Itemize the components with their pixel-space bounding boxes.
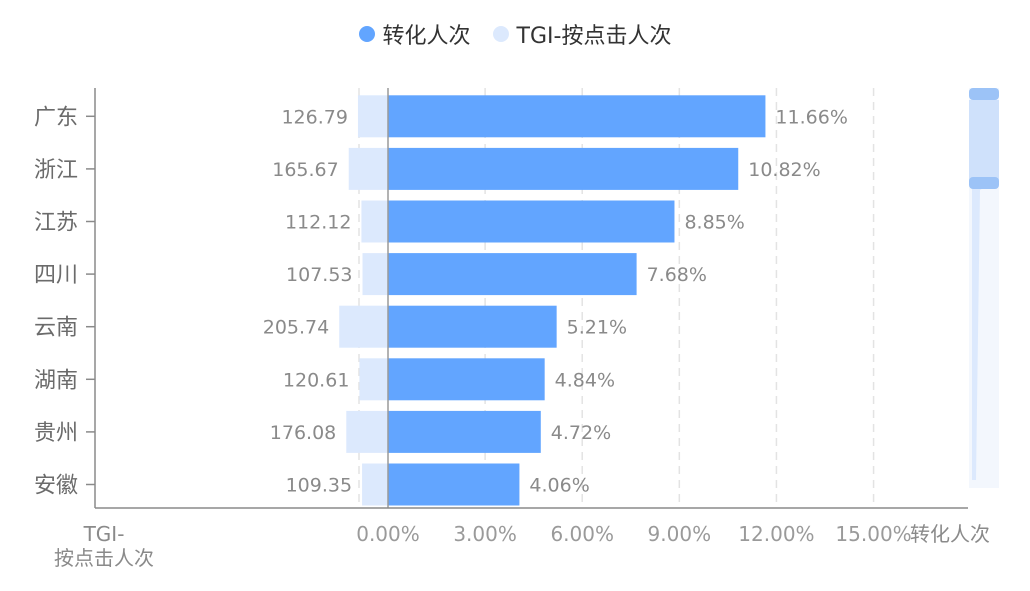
- category-label: 云南: [34, 316, 78, 341]
- category-label: 四川: [34, 263, 78, 288]
- category-label: 江苏: [34, 211, 78, 236]
- tgi-bar: [357, 95, 388, 138]
- tgi-data-label: 120.61: [283, 369, 349, 391]
- tgi-data-label: 107.53: [286, 264, 352, 286]
- conversion-data-label: 10.82%: [748, 159, 820, 181]
- conversion-data-label: 11.66%: [775, 106, 847, 128]
- legend-item-0[interactable]: 转化人次: [358, 18, 471, 50]
- x-tick-label: 9.00%: [648, 522, 712, 546]
- scrollbar-handle-bottom[interactable]: [969, 177, 999, 189]
- x2-axis-name-line2: 按点击人次: [54, 546, 154, 570]
- tgi-bar: [361, 200, 388, 243]
- conversion-bar: [388, 95, 766, 138]
- conversion-bar: [388, 147, 739, 190]
- category-label: 浙江: [34, 158, 78, 183]
- scrollbar-thumb[interactable]: [969, 100, 999, 182]
- conversion-data-label: 4.84%: [555, 369, 615, 391]
- category-label: 广东: [34, 105, 78, 130]
- conversion-data-label: 4.72%: [551, 422, 611, 444]
- tgi-bar: [339, 305, 388, 348]
- legend-item-1[interactable]: TGI-按点击人次: [492, 18, 672, 50]
- tgi-bar: [348, 147, 388, 190]
- legend-dot-icon: [358, 26, 375, 42]
- conversion-bar: [388, 305, 557, 348]
- chart-legend: 转化人次 TGI-按点击人次: [0, 16, 1030, 52]
- conversion-data-label: 5.21%: [567, 317, 627, 339]
- category-label: 安徽: [34, 474, 78, 499]
- tgi-bar: [362, 463, 388, 506]
- conversion-data-label: 7.68%: [647, 264, 707, 286]
- legend-dot-icon: [492, 26, 509, 42]
- scrollbar-handle-top[interactable]: [969, 88, 999, 100]
- x-tick-label: 3.00%: [453, 522, 517, 546]
- conversion-bar: [388, 463, 520, 506]
- legend-label: TGI-按点击人次: [516, 24, 672, 49]
- tgi-bar: [362, 253, 388, 296]
- tgi-data-label: 205.74: [263, 317, 329, 339]
- conversion-bar: [388, 200, 675, 243]
- tgi-data-label: 165.67: [272, 159, 338, 181]
- x-tick-label: 15.00%: [835, 522, 911, 546]
- legend-label: 转化人次: [382, 24, 471, 49]
- category-label: 贵州: [34, 421, 78, 446]
- tgi-bar: [346, 410, 388, 453]
- scrollbar-preview[interactable]: [972, 100, 996, 480]
- tgi-data-label: 176.08: [270, 422, 336, 444]
- conversion-data-label: 8.85%: [684, 212, 744, 234]
- conversion-bar: [388, 410, 541, 453]
- tgi-data-label: 109.35: [286, 475, 352, 497]
- conversion-data-label: 4.06%: [529, 475, 589, 497]
- category-label: 湖南: [34, 368, 78, 393]
- x-axis-name: 转化人次: [910, 522, 990, 546]
- conversion-bar: [388, 358, 545, 401]
- conversion-bar: [388, 253, 637, 296]
- x-tick-label: 6.00%: [550, 522, 614, 546]
- tgi-data-label: 126.79: [281, 106, 347, 128]
- x-tick-label: 0.00%: [356, 522, 420, 546]
- tgi-data-label: 112.12: [285, 212, 351, 234]
- x-tick-label: 12.00%: [738, 522, 814, 546]
- x2-axis-name-line1: TGI-: [83, 522, 125, 546]
- tgi-bar: [359, 358, 388, 401]
